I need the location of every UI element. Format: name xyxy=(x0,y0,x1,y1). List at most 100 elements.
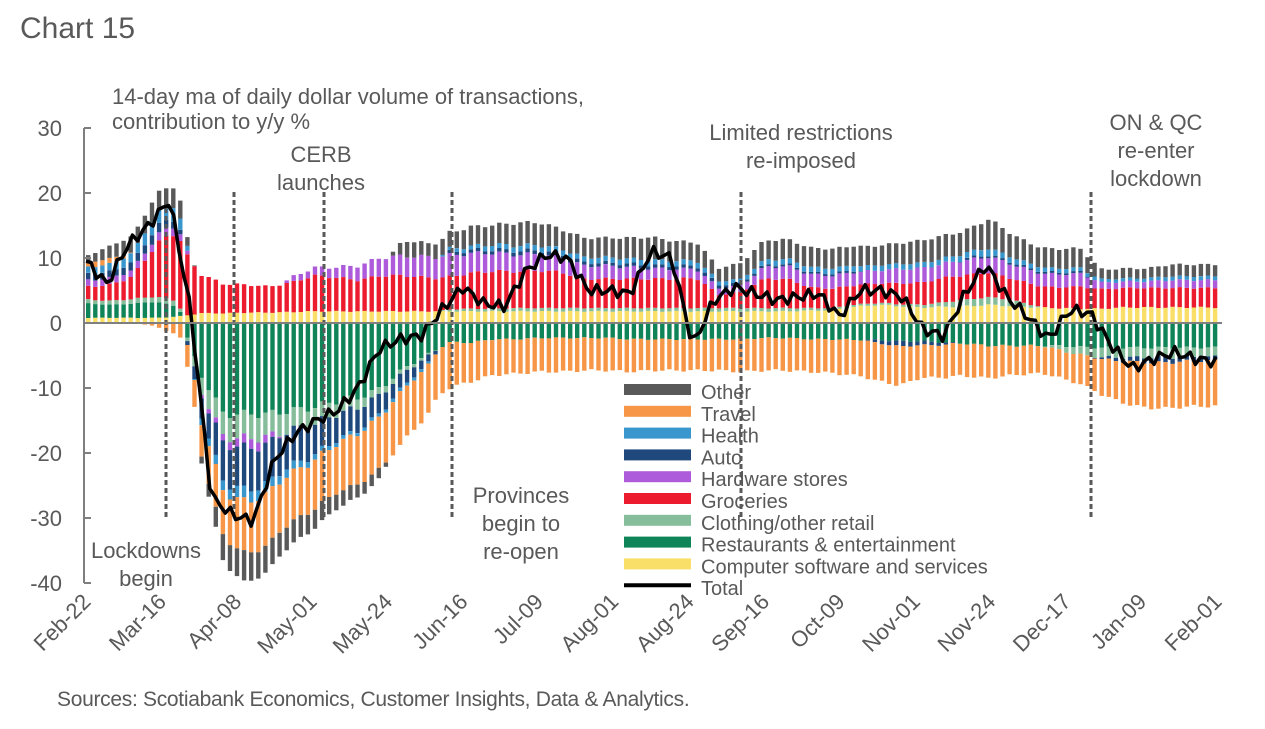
bar-segment xyxy=(1120,362,1126,404)
bar-segment xyxy=(532,311,537,323)
bar-segment xyxy=(461,343,466,383)
bar-segment xyxy=(986,249,991,257)
bar-segment xyxy=(709,338,715,372)
bar-segment xyxy=(490,310,495,323)
x-tick-label: May-24 xyxy=(328,589,398,659)
bar-segment xyxy=(979,344,984,377)
bar-segment xyxy=(957,233,963,257)
bar-segment xyxy=(560,273,566,309)
bar-segment xyxy=(93,304,98,318)
bar-segment xyxy=(142,302,148,318)
bar-segment xyxy=(1170,358,1175,364)
bar-segment xyxy=(759,338,764,372)
bar-segment xyxy=(100,249,105,261)
bar-segment xyxy=(93,300,98,305)
bar-segment xyxy=(447,309,452,312)
bar-segment xyxy=(1000,258,1005,260)
bar-segment xyxy=(1057,323,1062,346)
bar-segment xyxy=(1071,354,1076,384)
bar-segment xyxy=(383,462,389,467)
bar-segment xyxy=(263,323,268,413)
bar-segment xyxy=(830,274,835,277)
bar-segment xyxy=(787,311,793,323)
bar-segment xyxy=(1057,274,1062,288)
bar-segment xyxy=(227,489,233,500)
bar-segment xyxy=(461,253,466,257)
bar-segment xyxy=(794,311,800,323)
bar-segment xyxy=(355,484,360,498)
bar-segment xyxy=(199,313,204,323)
bar-segment xyxy=(454,254,459,276)
bar-segment xyxy=(1170,323,1175,349)
bar-segment xyxy=(759,261,764,266)
bar-segment xyxy=(284,527,289,551)
bar-segment xyxy=(128,277,133,300)
bar-segment xyxy=(227,545,233,571)
bar-segment xyxy=(950,342,956,344)
bar-segment xyxy=(1127,360,1133,406)
bar-segment xyxy=(1156,307,1161,323)
bar-segment xyxy=(142,253,148,261)
bar-segment xyxy=(369,259,374,277)
bar-segment xyxy=(1007,345,1012,375)
bar-segment xyxy=(1007,306,1012,323)
bar-segment xyxy=(518,255,523,272)
bar-segment xyxy=(971,299,977,307)
bar-segment xyxy=(624,339,629,373)
bar-segment xyxy=(312,459,318,510)
bar-segment xyxy=(1092,288,1097,309)
bar-segment xyxy=(1191,265,1197,277)
x-tick-label: Jun-16 xyxy=(407,589,472,654)
bar-segment xyxy=(922,281,927,306)
bar-segment xyxy=(312,274,318,312)
bar-segment xyxy=(617,265,622,269)
bar-segment xyxy=(1042,247,1048,268)
bar-segment xyxy=(426,354,431,362)
bar-segment xyxy=(1085,277,1090,289)
bar-segment xyxy=(1142,323,1147,349)
bar-segment xyxy=(504,323,509,339)
bar-segment xyxy=(631,323,637,339)
bar-segment xyxy=(957,256,963,263)
bar-segment xyxy=(837,246,842,267)
bar-segment xyxy=(596,279,601,308)
bar-segment xyxy=(482,308,488,312)
bar-segment xyxy=(667,323,672,340)
bar-segment xyxy=(1035,307,1041,323)
bar-segment xyxy=(1042,346,1048,348)
bar-segment xyxy=(1184,308,1189,323)
bar-segment xyxy=(780,259,785,265)
bar-segment xyxy=(227,450,233,490)
bar-segment xyxy=(1078,323,1083,347)
bar-segment xyxy=(922,267,927,282)
bar-segment xyxy=(412,323,417,365)
bar-segment xyxy=(964,252,970,258)
bar-segment xyxy=(376,393,381,414)
bar-segment xyxy=(263,442,268,481)
bar-segment xyxy=(178,308,183,312)
bar-segment xyxy=(185,237,190,246)
bar-segment xyxy=(745,338,750,371)
bar-segment xyxy=(284,311,289,323)
bar-segment xyxy=(865,340,870,380)
bar-segment xyxy=(1099,357,1104,360)
annotation-label: ON & QC xyxy=(1110,110,1203,135)
bar-segment xyxy=(206,438,211,447)
bar-segment xyxy=(830,248,835,269)
bar-segment xyxy=(156,190,162,211)
bar-segment xyxy=(213,417,218,423)
bar-segment xyxy=(589,267,594,280)
bar-segment xyxy=(1071,267,1076,271)
bar-segment xyxy=(1049,347,1055,377)
bar-segment xyxy=(844,308,849,323)
bar-segment xyxy=(497,308,502,312)
bar-segment xyxy=(816,310,821,323)
bar-segment xyxy=(362,263,367,279)
y-tick-label: -10 xyxy=(30,376,62,401)
bar-segment xyxy=(341,277,346,312)
bar-segment xyxy=(695,308,700,312)
bar-segment xyxy=(1113,357,1119,361)
bar-segment xyxy=(1028,305,1033,308)
bar-segment xyxy=(1028,244,1033,264)
